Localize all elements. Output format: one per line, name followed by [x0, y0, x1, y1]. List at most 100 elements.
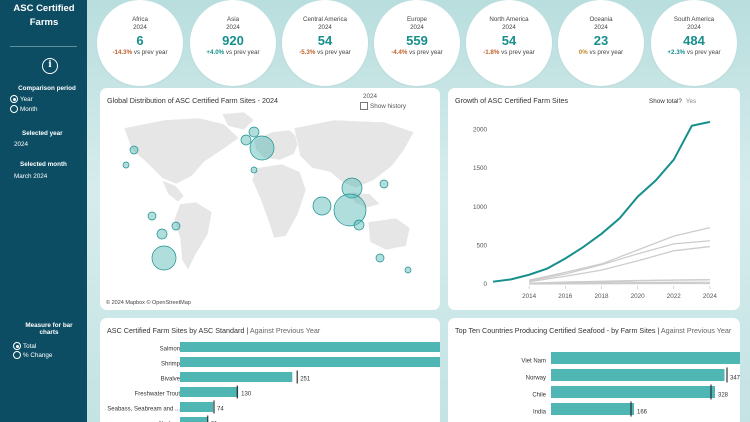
- kpi-south-america[interactable]: South America 2024 484 +2.3% vs prev yea…: [651, 0, 737, 86]
- radio-pct-change-dot[interactable]: [13, 351, 21, 359]
- kpi-oceania[interactable]: Oceania 2024 23 0% vs prev year: [558, 0, 644, 86]
- land-southeast-asia: [351, 191, 381, 209]
- bar: [180, 417, 208, 422]
- selected-year-label: Selected year: [22, 130, 63, 137]
- map-card: Global Distribution of ASC Certified Far…: [100, 88, 440, 310]
- kpi-change: +4.0% vs prev year: [190, 49, 276, 57]
- land-central-america: [161, 179, 185, 203]
- map-legend-year: 2024: [363, 93, 378, 100]
- kpi-region: Central America: [302, 16, 348, 23]
- kpi-year: 2024: [318, 24, 332, 31]
- kpi-central-america[interactable]: Central America 2024 54 -5.3% vs prev ye…: [282, 0, 368, 86]
- map-bubble-europe: [249, 135, 275, 161]
- bar-value-label: 130: [241, 392, 252, 398]
- map-bubble-uk: [240, 134, 252, 146]
- kpi-count: 54: [501, 33, 517, 48]
- bar: [551, 369, 725, 381]
- y-tick-label: 0: [483, 281, 487, 288]
- show-history-checkbox[interactable]: [360, 102, 368, 110]
- bar-value-label: 74: [217, 407, 224, 413]
- radio-year-dot[interactable]: [10, 95, 18, 103]
- standard-bar-chart[interactable]: Salmon730Shrimp701Bivalve251Freshwater T…: [100, 340, 440, 422]
- bar: [551, 403, 634, 415]
- selected-month-label: Selected month: [20, 161, 67, 168]
- x-tick-label: 2022: [667, 293, 682, 300]
- countries-subtitle: Against Previous Year: [660, 326, 732, 335]
- selected-month-value[interactable]: March 2024: [14, 173, 48, 180]
- map-title: Global Distribution of ASC Certified Far…: [107, 96, 278, 105]
- radio-total-dot[interactable]: [13, 342, 21, 350]
- selected-year-value[interactable]: 2024: [14, 141, 29, 148]
- land-africa: [251, 163, 307, 239]
- show-total-value[interactable]: Yes: [685, 98, 697, 105]
- world-map[interactable]: [104, 110, 434, 285]
- app-title: ASC Certified Farms: [13, 3, 75, 28]
- kpi-change-suffix: vs prev year: [133, 49, 168, 56]
- radio-year-label: Year: [20, 95, 33, 103]
- bar-category-label: Viet Nam: [521, 359, 546, 365]
- kpi-europe[interactable]: Europe 2024 559 -4.4% vs prev year: [374, 0, 460, 86]
- radio-month[interactable]: Month: [10, 105, 38, 113]
- kpi-change-pct: -4.4%: [391, 49, 408, 56]
- bar: [551, 386, 715, 398]
- y-tick-label: 1000: [473, 204, 488, 211]
- y-tick-label: 2000: [473, 127, 488, 134]
- growth-card: Growth of ASC Certified Farm Sites Show …: [448, 88, 740, 310]
- kpi-year: 2024: [133, 24, 147, 31]
- show-total-toggle[interactable]: Show total? Yes: [649, 98, 696, 105]
- map-bubble-usa-west: [122, 161, 130, 169]
- map-bubble-norway: [248, 126, 260, 138]
- standard-title: ASC Certified Farm Sites by ASC Standard: [107, 326, 245, 335]
- radio-pct-change[interactable]: % Change: [13, 351, 52, 359]
- standard-card: ASC Certified Farm Sites by ASC Standard…: [100, 318, 440, 422]
- bar-category-label: Freshwater Trout: [135, 392, 181, 398]
- standard-title-row: ASC Certified Farm Sites by ASC Standard…: [107, 326, 321, 335]
- map-bubble-india: [312, 196, 332, 216]
- map-bubble-honduras: [147, 211, 157, 221]
- growth-line-chart[interactable]: 0 500 1000 1500 2000 2014 2016 2018 2020 2022 2024: [448, 110, 740, 310]
- show-history-label: Show history: [370, 102, 407, 110]
- kpi-change-pct: +2.3%: [667, 49, 686, 56]
- kpi-count: 23: [593, 33, 609, 48]
- bar: [180, 372, 293, 382]
- kpi-year: 2024: [594, 24, 608, 31]
- map-bubble-colombia: [171, 221, 181, 231]
- radio-month-label: Month: [20, 105, 38, 113]
- kpi-change-suffix: vs prev year: [225, 49, 260, 56]
- kpi-change: -4.4% vs prev year: [374, 49, 460, 57]
- kpi-region: North America: [489, 16, 529, 23]
- kpi-africa[interactable]: Africa 2024 6 -14.3% vs prev year: [97, 0, 183, 86]
- kpi-change-suffix: vs prev year: [501, 49, 535, 56]
- kpi-change-suffix: vs prev year: [409, 49, 443, 56]
- info-icon[interactable]: i: [42, 58, 58, 74]
- kpi-count: 559: [406, 33, 428, 48]
- measure-label: Measure for bar charts: [25, 322, 73, 336]
- land-south-america: [173, 201, 213, 271]
- countries-bar-chart[interactable]: Viet Nam493Norway347Chile328India166: [448, 350, 740, 422]
- y-tick-label: 500: [476, 242, 487, 249]
- kpi-asia[interactable]: Asia 2024 920 +4.0% vs prev year: [190, 0, 276, 86]
- map-bubble-indonesia: [353, 219, 365, 231]
- kpi-change-suffix: vs prev year: [589, 49, 624, 56]
- x-tick-label: 2014: [522, 293, 537, 300]
- map-bubble-vietnam: [333, 193, 367, 227]
- map-bubble-ecuador: [156, 228, 168, 240]
- series-line-asia: [529, 227, 711, 281]
- show-history-toggle[interactable]: Show history: [360, 102, 406, 110]
- bar-category-label: Chile: [532, 393, 546, 399]
- kpi-year: 2024: [502, 24, 516, 31]
- kpi-year: 2024: [687, 24, 701, 31]
- radio-total[interactable]: Total: [13, 342, 36, 350]
- kpi-region: Asia: [226, 16, 240, 23]
- bar-category-label: Seabass, Seabream and ...: [107, 407, 180, 413]
- radio-pct-change-label: % Change: [23, 351, 53, 359]
- kpi-year: 2024: [410, 24, 424, 31]
- kpi-north-america[interactable]: North America 2024 54 -1.8% vs prev year: [466, 0, 552, 86]
- comparison-period-label: Comparison period: [18, 85, 76, 92]
- radio-month-dot[interactable]: [10, 105, 18, 113]
- bar: [180, 387, 239, 397]
- series-line-total: [492, 120, 711, 283]
- map-bubble-canada: [129, 145, 139, 155]
- kpi-change-pct: -14.3%: [112, 49, 133, 56]
- radio-year[interactable]: Year: [10, 95, 33, 103]
